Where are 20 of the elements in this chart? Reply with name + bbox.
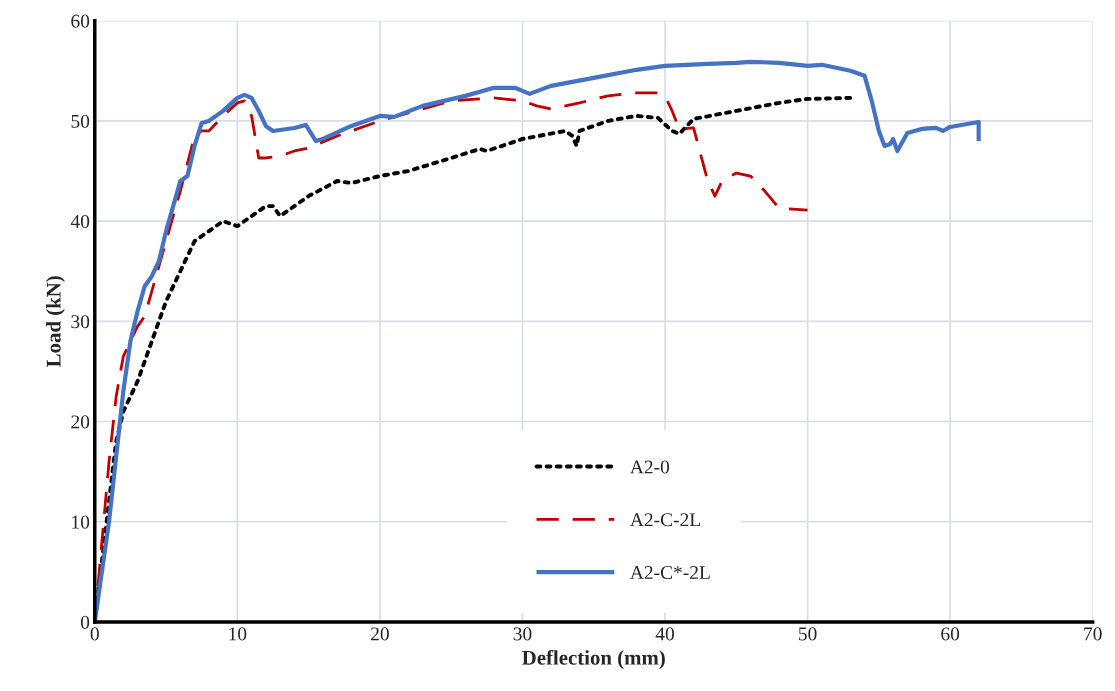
- legend-label: A2-C*-2L: [630, 565, 710, 580]
- legend-label: A2-C-2L: [630, 513, 700, 527]
- x-tick-label: 40: [655, 627, 674, 641]
- legend-label: A2-0: [630, 460, 670, 474]
- y-tick-label: 50: [71, 114, 90, 128]
- y-tick-label: 10: [72, 515, 90, 529]
- x-tick-label: 50: [798, 627, 817, 641]
- y-tick-label: 0: [80, 615, 90, 629]
- y-tick-label: 20: [71, 415, 90, 429]
- x-tick-label: 30: [513, 627, 532, 641]
- x-tick-label: 20: [371, 627, 389, 641]
- y-tick-label: 60: [71, 14, 90, 28]
- x-tick-label: 0: [90, 627, 99, 641]
- y-tick-label: 30: [71, 315, 90, 329]
- y-tick-label: 40: [70, 214, 90, 229]
- x-tick-label: 10: [229, 627, 247, 641]
- x-tick-label: 60: [941, 627, 960, 641]
- x-tick-label: 70: [1084, 627, 1102, 641]
- y-axis-title: Load (kN): [46, 276, 65, 367]
- x-axis-title: Deflection (mm): [522, 649, 665, 670]
